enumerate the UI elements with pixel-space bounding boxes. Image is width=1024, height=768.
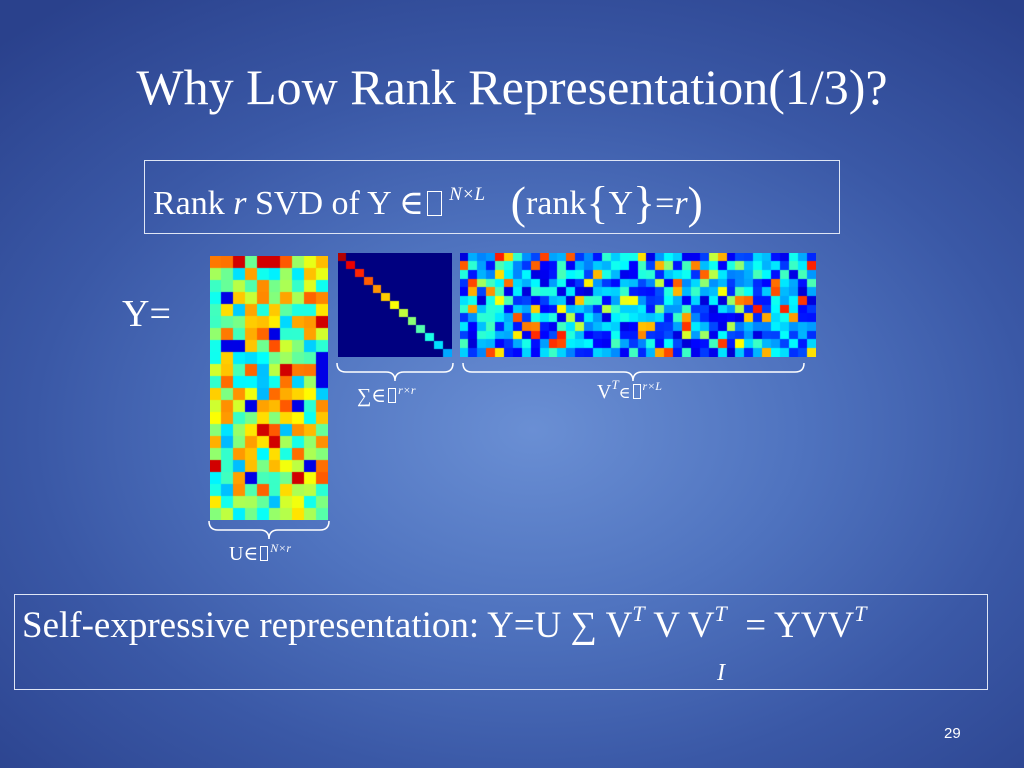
- missing-glyph-icon: [388, 388, 397, 403]
- transpose-mark: T: [854, 601, 867, 626]
- u-symbol: U∈: [229, 543, 259, 565]
- rank-variable: r: [233, 185, 247, 222]
- sigma-matrix-heatmap: [338, 253, 452, 357]
- u-brace: [208, 520, 330, 540]
- sigma-dims: r×r: [398, 383, 416, 397]
- vt-matrix-heatmap: [460, 253, 816, 357]
- sigma-dimension-label: ∑∈ r×r: [357, 383, 416, 408]
- self-expressive-prefix: Self-expressive representation: Y=U: [22, 605, 562, 646]
- y-symbol: Y: [608, 185, 634, 222]
- svd-definition-box: [144, 160, 840, 234]
- element-of-symbol: ∈: [398, 185, 425, 222]
- transpose-mark: T: [714, 601, 727, 626]
- identity-label: I: [717, 660, 725, 686]
- left-brace: {: [586, 177, 609, 228]
- transpose-mark: T: [632, 601, 645, 626]
- u-matrix-heatmap: [210, 256, 328, 520]
- vv-symbol: V V: [653, 605, 715, 646]
- left-paren: (: [510, 177, 526, 228]
- equals-sign: =: [655, 185, 675, 222]
- v-symbol: V: [605, 605, 633, 646]
- v-symbol: V: [597, 381, 612, 403]
- sigma-symbol: ∑: [570, 605, 598, 646]
- svd-definition-formula: Rank r SVD of Y ∈ N×L (rank{Y}=r): [153, 172, 703, 228]
- sigma-brace: [336, 362, 454, 382]
- u-dims: N×r: [270, 541, 292, 555]
- missing-glyph-icon: [260, 546, 269, 561]
- self-expressive-box: [14, 594, 988, 690]
- right-paren: ): [687, 177, 703, 228]
- sigma-symbol: ∑∈: [357, 385, 387, 407]
- missing-glyph-icon: [632, 384, 641, 399]
- u-dimension-label: U∈ N×r: [229, 541, 291, 566]
- slide-title: Why Low Rank Representation(1/3)?: [136, 59, 888, 115]
- right-brace: }: [633, 177, 656, 228]
- svd-dims: N×L: [449, 184, 486, 205]
- missing-glyph-icon: [427, 191, 443, 216]
- transpose-mark: T: [611, 377, 619, 392]
- vt-dims: r×L: [642, 379, 662, 393]
- y-equals-label: Y=: [122, 293, 171, 335]
- rank-word: Rank: [153, 185, 225, 222]
- vt-brace: [462, 362, 805, 382]
- rank-function: rank: [525, 185, 587, 222]
- page-number: 29: [944, 725, 961, 742]
- vt-dimension-label: VT∈ r×L: [597, 377, 662, 404]
- vt-element-of: ∈: [618, 385, 631, 402]
- svd-of-text: SVD of Y: [255, 185, 391, 222]
- equals-yvv: = YVV: [736, 605, 855, 646]
- rank-value: r: [674, 185, 688, 222]
- self-expressive-formula: Self-expressive representation: Y=U ∑ VT…: [22, 601, 867, 647]
